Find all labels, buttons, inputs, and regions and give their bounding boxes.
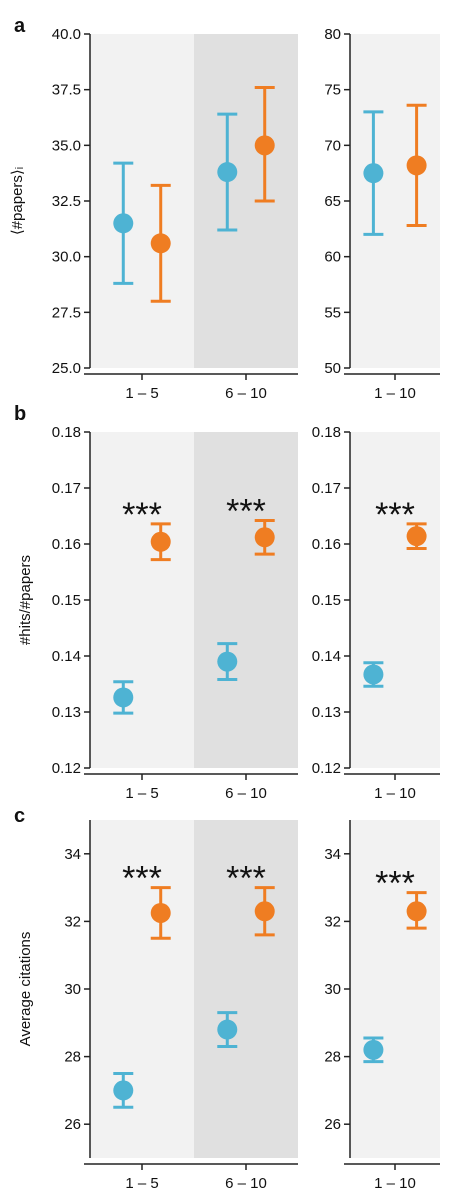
x-tick-label-c-right: 1 – 10 [374, 1175, 416, 1192]
panel-label-b: b [14, 403, 26, 425]
plot-background-a-left-2 [194, 34, 298, 368]
y-tick-label-b-right: 0.17 [312, 480, 341, 497]
y-tick-label-a-left: 35.0 [52, 137, 81, 154]
y-tick-label-c-left: 34 [64, 846, 81, 863]
y-tick-label-c-right: 28 [324, 1049, 341, 1066]
y-tick-label-a-left: 30.0 [52, 249, 81, 266]
data-point-orange-a-right [406, 155, 427, 176]
y-tick-label-c-right: 32 [324, 913, 341, 930]
plot-background-b-left-1 [90, 432, 194, 768]
x-tick-label-b-left: 6 – 10 [225, 785, 267, 802]
data-point-blue-a-right [363, 163, 384, 184]
y-tick-label-a-left: 37.5 [52, 82, 81, 99]
x-tick-label-a-left: 6 – 10 [225, 385, 267, 402]
x-tick-label-b-right: 1 – 10 [374, 785, 416, 802]
data-point-orange-c-right [406, 901, 427, 922]
data-point-blue-a-left [217, 162, 238, 183]
significance-stars-c-left: *** [122, 860, 162, 898]
x-tick-label-b-left: 1 – 5 [125, 785, 158, 802]
panel-label-a: a [14, 15, 26, 37]
data-point-blue-b-right [363, 664, 384, 685]
data-point-blue-c-left [113, 1080, 134, 1101]
y-tick-label-b-right: 0.18 [312, 424, 341, 441]
data-point-blue-c-right [363, 1039, 384, 1060]
y-tick-label-a-right: 65 [324, 193, 341, 210]
y-tick-label-c-right: 26 [324, 1116, 341, 1133]
significance-stars-b-left: *** [122, 496, 162, 534]
significance-stars-c-right: *** [375, 865, 415, 903]
data-point-orange-b-left [254, 527, 275, 548]
data-point-orange-c-left [254, 901, 275, 922]
plot-background-b-left-2 [194, 432, 298, 768]
y-tick-label-c-left: 28 [64, 1049, 81, 1066]
y-tick-label-b-left: 0.15 [52, 592, 81, 609]
y-tick-label-b-right: 0.16 [312, 536, 341, 553]
y-tick-label-b-right: 0.13 [312, 704, 341, 721]
y-tick-label-a-right: 50 [324, 360, 341, 377]
x-tick-label-a-left: 1 – 5 [125, 385, 158, 402]
plot-background-a-left-1 [90, 34, 194, 368]
y-tick-label-b-right: 0.15 [312, 592, 341, 609]
y-tick-label-c-left: 32 [64, 913, 81, 930]
plot-background-c-left-1 [90, 820, 194, 1158]
data-point-orange-c-left [150, 902, 171, 923]
y-tick-label-b-left: 0.16 [52, 536, 81, 553]
y-tick-label-b-left: 0.14 [52, 648, 81, 665]
significance-stars-c-left: *** [226, 860, 266, 898]
data-point-orange-a-left [150, 233, 171, 254]
data-point-blue-b-left [217, 651, 238, 672]
y-axis-title-a: ⟨#papers⟩ᵢ [9, 167, 26, 235]
plot-background-a-right-1 [350, 34, 440, 368]
y-tick-label-a-right: 55 [324, 304, 341, 321]
y-tick-label-a-right: 75 [324, 82, 341, 99]
data-point-blue-c-left [217, 1019, 238, 1040]
x-tick-label-a-right: 1 – 10 [374, 385, 416, 402]
y-tick-label-b-left: 0.13 [52, 704, 81, 721]
y-tick-label-a-left: 25.0 [52, 360, 81, 377]
y-tick-label-c-left: 30 [64, 981, 81, 998]
y-axis-title-c: Average citations [17, 932, 34, 1047]
y-tick-label-b-right: 0.12 [312, 760, 341, 777]
panel-label-c: c [14, 805, 25, 827]
y-axis-title-b: #hits/#papers [17, 555, 34, 645]
data-point-orange-b-left [150, 531, 171, 552]
data-point-blue-b-left [113, 687, 134, 708]
plot-background-c-left-2 [194, 820, 298, 1158]
y-tick-label-a-right: 60 [324, 249, 341, 266]
y-tick-label-a-right: 80 [324, 26, 341, 43]
y-tick-label-a-left: 27.5 [52, 304, 81, 321]
y-tick-label-a-left: 40.0 [52, 26, 81, 43]
y-tick-label-a-right: 70 [324, 137, 341, 154]
data-point-blue-a-left [113, 213, 134, 234]
y-tick-label-b-left: 0.17 [52, 480, 81, 497]
x-tick-label-c-left: 6 – 10 [225, 1175, 267, 1192]
y-tick-label-b-left: 0.18 [52, 424, 81, 441]
y-tick-label-a-left: 32.5 [52, 193, 81, 210]
plot-background-c-right-1 [350, 820, 440, 1158]
y-tick-label-b-right: 0.14 [312, 648, 341, 665]
significance-stars-b-right: *** [375, 496, 415, 534]
data-point-orange-a-left [254, 135, 275, 156]
x-tick-label-c-left: 1 – 5 [125, 1175, 158, 1192]
data-point-orange-b-right [406, 526, 427, 547]
y-tick-label-c-right: 34 [324, 846, 341, 863]
significance-stars-b-left: *** [226, 492, 266, 530]
y-tick-label-b-left: 0.12 [52, 760, 81, 777]
y-tick-label-c-left: 26 [64, 1116, 81, 1133]
y-tick-label-c-right: 30 [324, 981, 341, 998]
plot-background-b-right-1 [350, 432, 440, 768]
